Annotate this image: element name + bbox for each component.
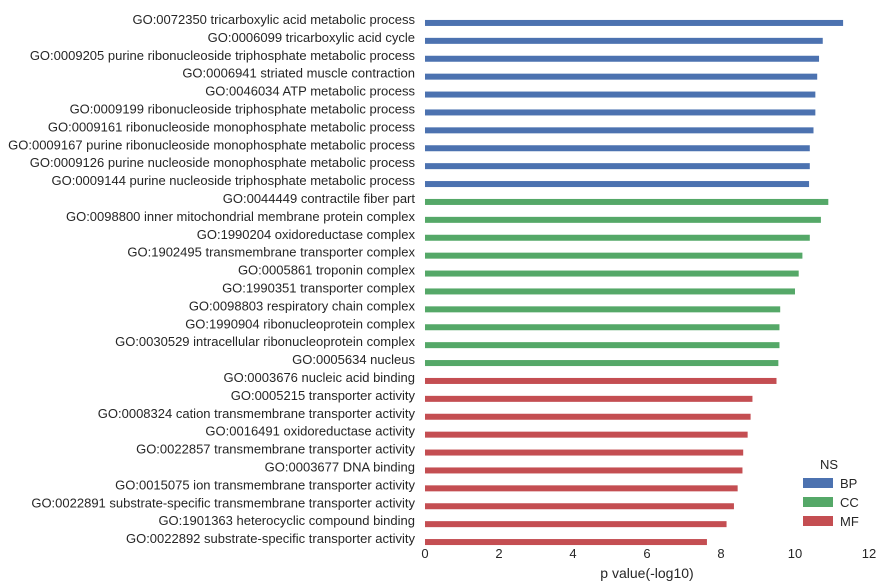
category-label: GO:0016491 oxidoreductase activity [205, 424, 415, 439]
category-labels: GO:0072350 tricarboxylic acid metabolic … [8, 12, 415, 546]
category-label: GO:0006099 tricarboxylic acid cycle [208, 30, 415, 45]
category-label: GO:0009126 purine nucleoside monophospha… [30, 155, 416, 170]
category-label: GO:1901363 heterocyclic compound binding [158, 513, 415, 528]
x-tick-label: 6 [643, 546, 650, 561]
bar [425, 306, 781, 313]
bar [425, 503, 734, 510]
x-tick-label: 2 [495, 546, 502, 561]
bar [425, 145, 810, 152]
bar [425, 127, 814, 134]
category-label: GO:0022891 substrate-specific transmembr… [31, 495, 415, 510]
bar [425, 360, 779, 367]
x-tick-label: 0 [421, 546, 428, 561]
category-label: GO:0008324 cation transmembrane transpor… [98, 406, 416, 421]
legend-swatch [803, 497, 833, 507]
category-label: GO:0009144 purine nucleoside triphosphat… [51, 173, 415, 188]
category-label: GO:0009161 ribonucleoside monophosphate … [48, 119, 416, 134]
category-label: GO:0022892 substrate-specific transporte… [126, 531, 416, 546]
category-label: GO:0003677 DNA binding [265, 459, 415, 474]
category-label: GO:1902495 transmembrane transporter com… [127, 245, 415, 260]
category-label: GO:0098800 inner mitochondrial membrane … [66, 209, 416, 224]
category-label: GO:0098803 respiratory chain complex [189, 298, 416, 313]
bar [425, 270, 799, 277]
legend-title: NS [820, 457, 838, 472]
bar [425, 109, 816, 116]
x-tick-label: 4 [569, 546, 576, 561]
bar [425, 288, 795, 295]
bar [425, 181, 810, 188]
legend-label: CC [840, 495, 859, 510]
legend-label: BP [840, 476, 857, 491]
category-label: GO:0044449 contractile fiber part [223, 191, 416, 206]
bar [425, 37, 823, 44]
bar [425, 91, 816, 98]
legend-swatch [803, 516, 833, 526]
legend: NS BP CC MF [803, 457, 859, 529]
category-label: GO:1990204 oxidoreductase complex [197, 227, 416, 242]
category-label: GO:1990351 transporter complex [222, 280, 415, 295]
bar [425, 395, 753, 402]
x-tick-label: 12 [862, 546, 876, 561]
category-label: GO:0005861 troponin complex [238, 263, 416, 278]
category-label: GO:0046034 ATP metabolic process [205, 84, 415, 99]
bar [425, 413, 751, 420]
category-label: GO:0006941 striated muscle contraction [182, 66, 415, 81]
bar [425, 467, 743, 474]
category-label: GO:0015075 ion transmembrane transporter… [115, 477, 415, 492]
x-tick-label: 8 [717, 546, 724, 561]
category-label: GO:0009199 ribonucleoside triphosphate m… [70, 101, 416, 116]
category-label: GO:0072350 tricarboxylic acid metabolic … [132, 12, 415, 27]
category-label: GO:0009205 purine ribonucleoside triphos… [30, 48, 416, 63]
bar [425, 252, 803, 259]
category-label: GO:1990904 ribonucleoprotein complex [185, 316, 415, 331]
category-label: GO:0005634 nucleus [292, 352, 415, 367]
bar [425, 19, 844, 26]
bar [425, 431, 748, 438]
legend-swatch [803, 478, 833, 488]
category-label: GO:0009167 purine ribonucleoside monopho… [8, 137, 415, 152]
bar [425, 163, 810, 170]
bar [425, 324, 780, 331]
x-axis-label: p value(-log10) [600, 565, 693, 581]
bars [425, 19, 844, 546]
bar [425, 521, 727, 528]
bar [425, 73, 818, 80]
x-axis-ticks: 0 2 4 6 8 10 12 [421, 546, 876, 561]
bar [425, 216, 821, 223]
category-label: GO:0005215 transporter activity [231, 388, 416, 403]
bar [425, 55, 820, 62]
category-label: GO:0030529 intracellular ribonucleoprote… [115, 334, 415, 349]
category-label: GO:0003676 nucleic acid binding [223, 370, 415, 385]
x-tick-label: 10 [788, 546, 802, 561]
bar [425, 377, 777, 384]
bar [425, 234, 810, 241]
bar [425, 342, 780, 349]
bar [425, 539, 707, 546]
legend-label: MF [840, 514, 859, 529]
bar [425, 198, 829, 205]
bar [425, 449, 744, 456]
bar [425, 485, 738, 492]
category-label: GO:0022857 transmembrane transporter act… [136, 442, 415, 457]
